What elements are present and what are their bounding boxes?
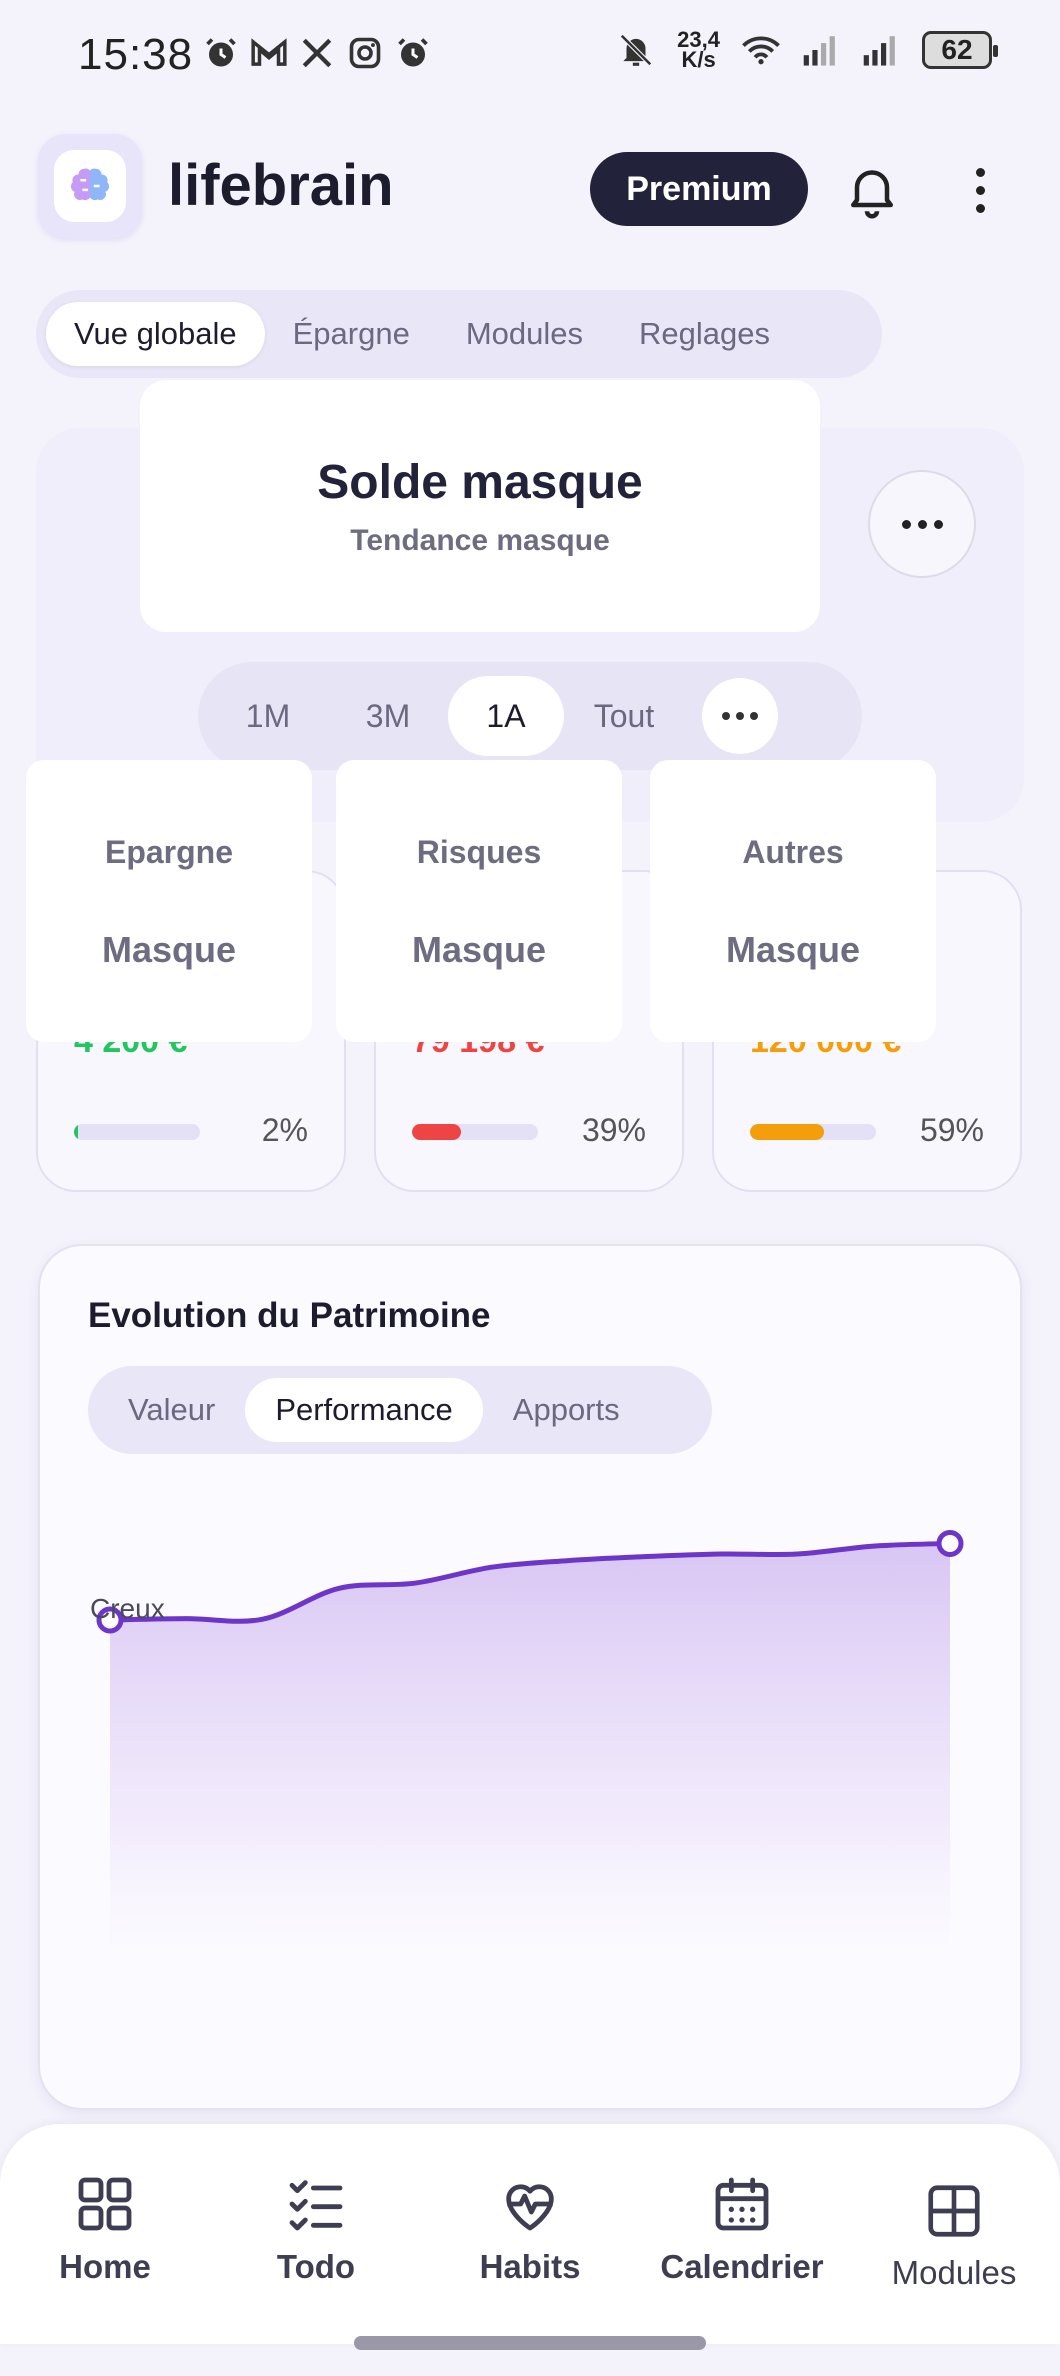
nav-calendrier[interactable]: Calendrier <box>642 2172 842 2286</box>
chart-series-line <box>107 1540 953 1624</box>
nav-label: Modules <box>891 2254 1017 2291</box>
nav-todo[interactable]: Todo <box>216 2172 416 2286</box>
progress-fill <box>750 1124 825 1140</box>
app-logo[interactable] <box>38 134 142 238</box>
bottom-navigation <box>0 2124 1060 2344</box>
more-options-icon[interactable] <box>960 160 1000 220</box>
chart-point-end <box>936 1529 964 1557</box>
mask-label: Risques <box>416 834 542 870</box>
period-3m[interactable]: 3M <box>365 697 411 734</box>
stat-percent: 59% <box>919 1112 984 1148</box>
nav-habits[interactable]: Habits <box>430 2172 630 2286</box>
mask-value: Masque <box>411 929 547 970</box>
chart-area <box>110 1543 950 1960</box>
chart-annotation-creux: Creux <box>90 1593 165 1624</box>
nav-label: Calendrier <box>660 2248 824 2285</box>
home-indicator[interactable] <box>354 2336 706 2350</box>
evolution-chart: Creux <box>90 1529 964 1960</box>
nav-label: Habits <box>479 2248 581 2285</box>
evolution-title: Evolution du Patrimoine <box>88 1296 491 1335</box>
heart-pulse-icon <box>506 2184 554 2231</box>
status-time: 15:38 <box>78 30 194 79</box>
premium-button[interactable]: Premium <box>590 152 808 226</box>
tab-valeur[interactable]: Valeur <box>128 1392 216 1427</box>
mask-value: Masque <box>101 929 237 970</box>
tab-reglages[interactable]: Reglages <box>639 316 770 351</box>
nav-home[interactable]: Home <box>5 2172 205 2286</box>
grid-icon <box>78 2177 132 2231</box>
status-notification-icons <box>202 34 432 72</box>
x-icon <box>298 34 336 72</box>
nav-label: Home <box>59 2248 151 2285</box>
progress-fill <box>412 1124 462 1140</box>
period-more-button[interactable] <box>702 678 778 754</box>
instagram-icon <box>346 34 384 72</box>
progress-bar <box>74 1124 200 1140</box>
tab-modules[interactable]: Modules <box>465 316 584 351</box>
period-tout[interactable]: Tout <box>593 697 655 734</box>
tab-vue-globale[interactable]: Vue globale <box>46 302 265 366</box>
nav-label: Todo <box>276 2248 356 2285</box>
progress-fill <box>74 1124 78 1140</box>
app-title: lifebrain <box>168 153 394 218</box>
modules-icon <box>928 2185 980 2237</box>
tab-epargne[interactable]: Épargne <box>292 316 410 351</box>
stat-percent: 2% <box>261 1112 308 1148</box>
progress-bar <box>412 1124 538 1140</box>
mask-overlay-risques: Risques Masque <box>336 760 622 1042</box>
status-system-icons: 23,4 K/s 62 <box>617 27 998 72</box>
progress-bar <box>750 1124 876 1140</box>
stat-percent: 39% <box>581 1112 646 1148</box>
tab-apports[interactable]: Apports <box>512 1392 620 1427</box>
nav-modules[interactable]: Modules <box>854 2180 1054 2292</box>
mask-label: Epargne <box>104 834 234 870</box>
checklist-icon <box>289 2180 343 2231</box>
wifi-icon <box>742 31 780 69</box>
signal-icon <box>862 31 900 69</box>
period-1m[interactable]: 1M <box>245 697 291 734</box>
evolution-tabs: Valeur Performance Apports <box>88 1366 712 1454</box>
notifications-bell-icon[interactable] <box>842 160 902 220</box>
mask-label: Autres <box>742 834 844 870</box>
main-tabs: Vue globale Épargne Modules Reglages <box>36 290 882 378</box>
period-1a[interactable]: 1A <box>448 676 564 756</box>
brain-icon <box>54 150 126 222</box>
mask-overlay-autres: Autres Masque <box>650 760 936 1042</box>
balance-mask-overlay: Solde masque Tendance masque <box>140 380 820 632</box>
alarm-icon <box>394 34 432 72</box>
gmail-icon <box>250 34 288 72</box>
mask-overlay-epargne: Epargne Masque <box>26 760 312 1042</box>
balance-trend: Tendance masque <box>350 523 610 557</box>
balance-title: Solde masque <box>317 455 643 509</box>
battery-indicator: 62 <box>922 31 998 69</box>
calendar-icon <box>715 2177 769 2231</box>
period-selector: 1M 3M 1A Tout <box>198 662 862 770</box>
bell-off-icon <box>617 31 655 69</box>
mask-value: Masque <box>725 929 861 970</box>
signal-icon <box>802 31 840 69</box>
alarm-icon <box>202 34 240 72</box>
net-speed: 23,4 K/s <box>677 27 720 72</box>
balance-more-button[interactable] <box>868 470 976 578</box>
chart-point-start <box>96 1606 124 1634</box>
status-bar: 15:38 23,4 K/s <box>0 0 1060 118</box>
tab-performance[interactable]: Performance <box>245 1378 483 1442</box>
